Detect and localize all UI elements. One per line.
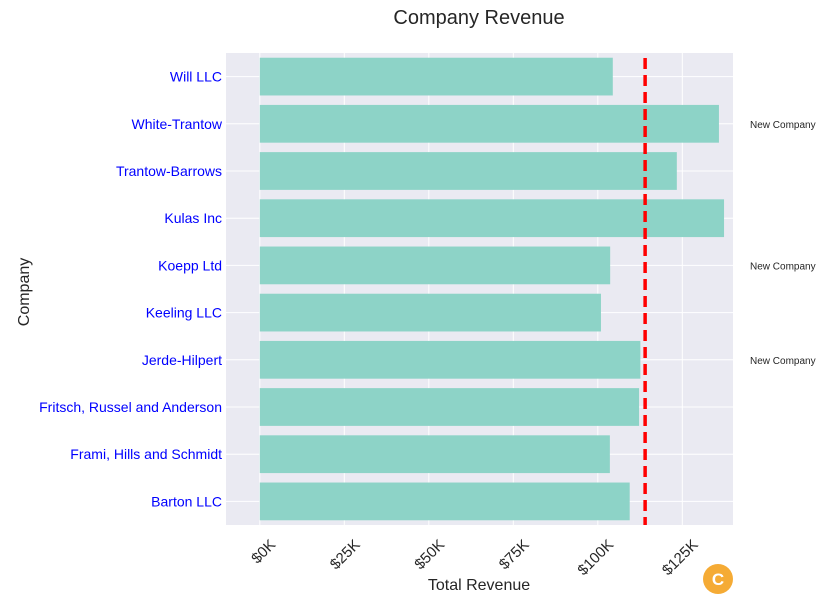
bar: [259, 388, 640, 426]
category-label: Frami, Hills and Schmidt: [70, 446, 222, 462]
chart-title: Company Revenue: [393, 7, 564, 29]
annotation-label: New Company: [750, 356, 816, 367]
x-tick-label: $100K: [574, 536, 617, 579]
watermark-text: 创新互联: [738, 568, 811, 590]
brand-logo-icon: [703, 564, 733, 594]
annotations: New Company New Company New Company: [750, 120, 816, 367]
y-axis-label: Company: [16, 258, 33, 326]
bar: [259, 293, 601, 332]
annotation-label: New Company: [750, 261, 816, 272]
category-label: Trantow-Barrows: [116, 163, 222, 179]
bar: [259, 57, 613, 96]
bar: [259, 246, 611, 285]
bar: [259, 199, 725, 238]
brand-logo-glyph: C: [712, 570, 724, 589]
category-labels: Will LLC White-Trantow Trantow-Barrows Kula…: [39, 69, 223, 510]
bar: [259, 435, 610, 474]
x-tick-label: $50K: [411, 536, 448, 573]
category-label: Koepp Ltd: [158, 257, 222, 273]
category-label: White-Trantow: [131, 116, 222, 132]
category-label: Kulas Inc: [164, 210, 222, 226]
bar: [259, 104, 719, 143]
bar: [259, 152, 677, 190]
category-label: Will LLC: [170, 69, 222, 85]
bar: [259, 340, 641, 379]
watermark: C 创新互联: [703, 564, 811, 594]
x-tick-labels: $0K $25K $50K $75K $100K $125K: [248, 536, 701, 579]
annotation-label: New Company: [750, 120, 816, 131]
bar: [259, 482, 630, 521]
x-tick-label: $75K: [496, 536, 533, 573]
x-tick-label: $125K: [659, 536, 702, 579]
category-label: Jerde-Hilpert: [142, 352, 222, 368]
category-label: Barton LLC: [151, 493, 222, 509]
x-tick-label: $0K: [248, 536, 279, 567]
x-tick-label: $25K: [327, 536, 364, 573]
x-axis-label: Total Revenue: [428, 577, 530, 594]
category-label: Fritsch, Russel and Anderson: [39, 399, 222, 415]
category-label: Keeling LLC: [146, 305, 222, 321]
